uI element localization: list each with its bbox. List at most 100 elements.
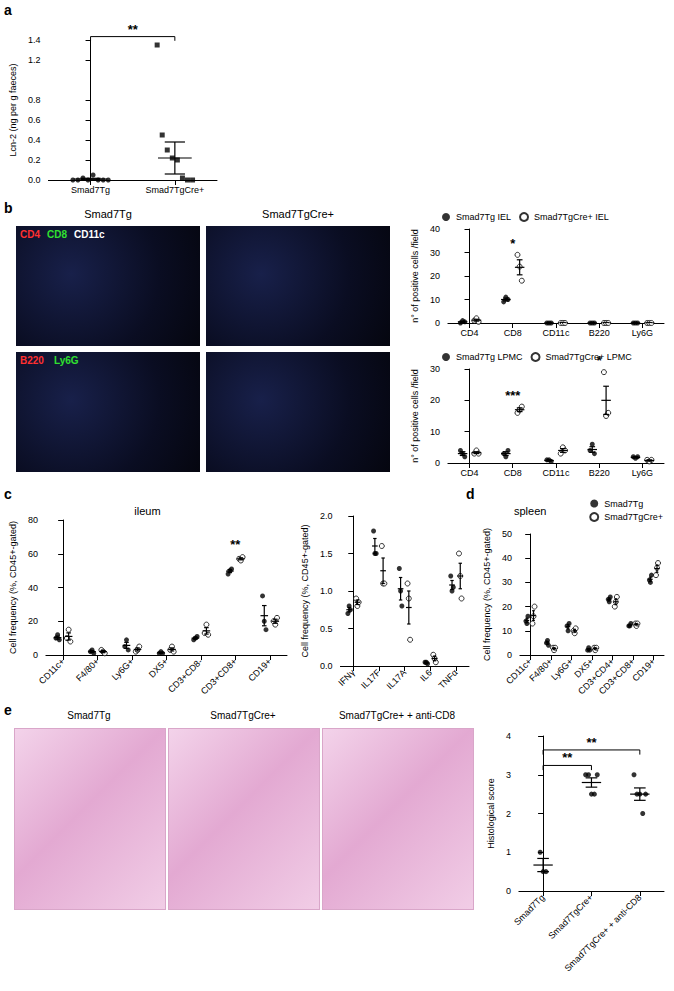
svg-text:Lcn-2 (ng per g faeces): Lcn-2 (ng per g faeces) [8,63,18,156]
svg-text:0: 0 [435,458,440,468]
svg-text:**: ** [128,22,139,37]
svg-text:B220: B220 [589,468,610,478]
svg-text:Smad7TgCre+ IEL: Smad7TgCre+ IEL [534,212,609,222]
svg-text:20: 20 [430,395,440,405]
svg-text:Smad7Tg LPMC: Smad7Tg LPMC [456,352,523,362]
svg-text:0: 0 [435,318,440,328]
svg-text:50: 50 [502,529,512,539]
svg-text:CD11c: CD11c [543,328,570,338]
svg-text:0.0: 0.0 [28,175,41,185]
svg-text:DX5+: DX5+ [147,656,170,679]
svg-text:0.4: 0.4 [28,135,41,145]
svg-text:2: 2 [506,809,511,819]
svg-text:IL17F: IL17F [359,667,383,691]
svg-text:0.0: 0.0 [320,661,333,671]
html-text:CD8: CD8 [47,229,67,240]
svg-text:Ly6G+: Ly6G+ [549,656,575,682]
svg-text:CD3+CD8+: CD3+CD8+ [199,656,239,696]
svg-text:F4/80+: F4/80+ [74,656,101,683]
svg-text:CD4: CD4 [461,468,479,478]
svg-text:*: * [597,353,603,368]
svg-text:1.4: 1.4 [28,35,41,45]
svg-text:80: 80 [28,515,38,525]
svg-text:0: 0 [506,886,511,896]
svg-text:4: 4 [506,731,511,741]
svg-text:Ly6G: Ly6G [632,468,653,478]
svg-text:10: 10 [430,295,440,305]
svg-text:1.0: 1.0 [320,586,333,596]
svg-text:30: 30 [502,577,512,587]
svg-text:CD19+: CD19+ [246,656,273,683]
svg-text:CD11c+: CD11c+ [37,656,67,686]
svg-text:0.6: 0.6 [28,115,41,125]
svg-text:CD11c+: CD11c+ [504,656,534,686]
html-text:B220: B220 [20,355,44,366]
svg-text:1.2: 1.2 [28,55,41,65]
html-text:Smad7Tg: Smad7Tg [84,208,132,220]
svg-text:ileum: ileum [134,505,160,517]
svg-text:*: * [510,236,516,251]
svg-text:20: 20 [28,616,38,626]
svg-text:**: ** [230,537,241,552]
svg-text:**: ** [562,750,573,765]
svg-text:B220: B220 [589,328,610,338]
svg-text:Smad7TgCre+: Smad7TgCre+ [145,185,204,195]
svg-text:Smad7Tg: Smad7Tg [604,499,643,509]
svg-text:30: 30 [430,364,440,374]
svg-text:0.2: 0.2 [28,155,41,165]
svg-text:Smad7TgCre+ LPMC: Smad7TgCre+ LPMC [546,352,633,362]
svg-text:CD3+CD4+: CD3+CD4+ [576,656,617,697]
svg-text:Histological score: Histological score [486,778,496,849]
svg-text:20: 20 [430,271,440,281]
svg-text:Smad7Tg IEL: Smad7Tg IEL [456,212,511,222]
svg-text:Smad7Tg: Smad7Tg [71,185,110,195]
svg-text:1.5: 1.5 [320,549,333,559]
svg-text:0.8: 0.8 [28,95,41,105]
svg-text:2.0: 2.0 [320,511,333,521]
svg-text:40: 40 [28,583,38,593]
svg-text:IL17A: IL17A [385,667,409,691]
svg-text:30: 30 [430,248,440,258]
html-text:Smad7TgCre+: Smad7TgCre+ [262,208,334,220]
svg-text:0.5: 0.5 [320,624,333,634]
svg-text:0: 0 [507,650,512,660]
svg-text:n° of positive cells /field: n° of positive cells /field [410,229,420,323]
svg-text:IFNγ: IFNγ [336,667,357,688]
svg-text:Cell frequency (%, CD45+-gated: Cell frequency (%, CD45+-gated) [482,528,492,661]
svg-text:Smad7TgCre+ + anti-CD8: Smad7TgCre+ + anti-CD8 [562,892,643,973]
svg-text:10: 10 [502,626,512,636]
html-text:CD4: CD4 [20,229,40,240]
svg-text:Cell frequency (%, CD45+-gated: Cell frequency (%, CD45+-gated) [8,521,18,654]
svg-text:Smad7TgCre+: Smad7TgCre+ [546,892,595,941]
svg-text:CD3+CD8-: CD3+CD8- [166,656,205,695]
svg-text:Ly6G: Ly6G [632,328,653,338]
svg-text:Smad7Tg: Smad7Tg [512,892,547,927]
svg-text:TNFα: TNFα [437,667,460,690]
svg-text:DX5+: DX5+ [572,656,596,680]
svg-text:F4/80+: F4/80+ [527,656,554,683]
svg-text:spleen: spleen [514,505,546,517]
svg-text:40: 40 [502,553,512,563]
svg-text:Ly6G+: Ly6G+ [110,656,136,682]
svg-text:20: 20 [502,602,512,612]
svg-text:1: 1 [506,847,511,857]
svg-text:***: *** [505,388,521,403]
svg-text:CD4: CD4 [461,328,479,338]
svg-text:Smad7TgCre+: Smad7TgCre+ [604,512,663,522]
svg-text:IL6: IL6 [418,667,434,683]
svg-text:CD11c: CD11c [543,468,570,478]
svg-text:3: 3 [506,770,511,780]
svg-text:40: 40 [430,224,440,234]
html-text:CD11c: CD11c [74,229,105,240]
svg-text:n° of positive cells /field: n° of positive cells /field [410,369,420,463]
svg-text:10: 10 [430,427,440,437]
svg-text:**: ** [586,735,597,750]
svg-text:CD8: CD8 [504,468,522,478]
svg-text:Cell frequency (%, CD45+-gated: Cell frequency (%, CD45+-gated) [300,525,310,658]
svg-text:CD19+: CD19+ [630,656,657,683]
html-text:Ly6G: Ly6G [54,355,79,366]
svg-text:CD8: CD8 [504,328,522,338]
svg-text:0: 0 [33,650,38,660]
svg-text:60: 60 [28,549,38,559]
svg-text:CD3+CD8+: CD3+CD8+ [596,656,637,697]
